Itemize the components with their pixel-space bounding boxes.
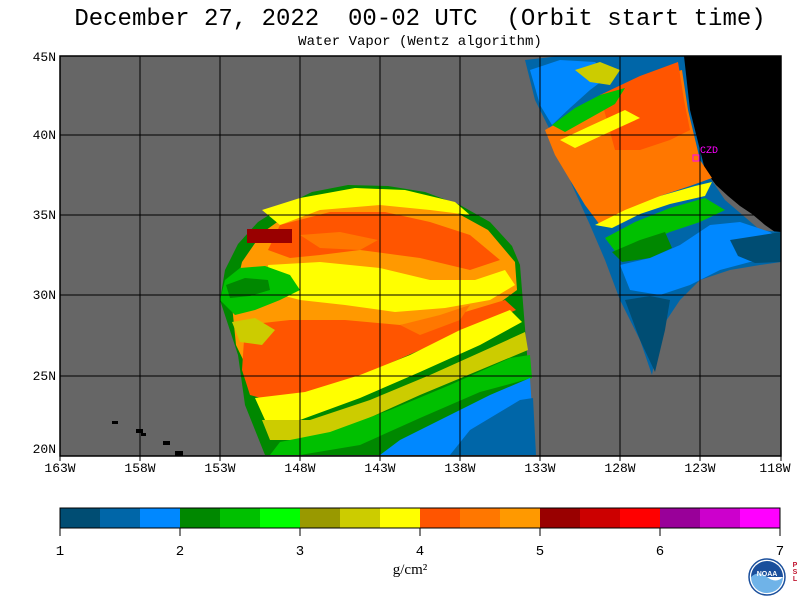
noaa-logo-text: NOAA (757, 571, 778, 578)
colorbar-swatch (460, 508, 501, 528)
colorbar-tick-label: 1 (55, 544, 65, 560)
colorbar-swatch (660, 508, 701, 528)
lon-label: 118W (759, 461, 791, 476)
colorbar-swatch (100, 508, 141, 528)
colorbar-swatch (220, 508, 261, 528)
colorbar (60, 508, 781, 528)
colorbar-tick-label: 6 (655, 544, 665, 560)
lat-label: 20N (32, 442, 56, 457)
lon-label: 128W (604, 461, 636, 476)
lat-label: 35N (32, 208, 56, 223)
colorbar-swatch (60, 508, 101, 528)
lat-label: 40N (32, 128, 56, 143)
colorbar-swatch (700, 508, 741, 528)
lat-label: 45N (32, 50, 56, 65)
colorbar-tick-label: 7 (775, 544, 785, 560)
lon-label: 138W (444, 461, 476, 476)
colorbar-swatch (740, 508, 781, 528)
colorbar-swatch (380, 508, 421, 528)
colorbar-swatch (260, 508, 301, 528)
colorbar-swatch (500, 508, 541, 528)
lon-label: 163W (44, 461, 76, 476)
station-label: CZD (700, 146, 719, 157)
max-vapor-patch (247, 229, 292, 243)
lon-label: 133W (524, 461, 556, 476)
lon-label: 123W (684, 461, 716, 476)
station-marker (692, 154, 700, 162)
colorbar-tick-label: 4 (415, 544, 425, 560)
colorbar-swatch (580, 508, 621, 528)
map-title: December 27, 2022 00-02 UTC (Orbit start… (74, 6, 766, 33)
lon-label: 153W (204, 461, 236, 476)
colorbar-swatch (540, 508, 581, 528)
land-mass (682, 56, 781, 232)
lon-ticks (59, 456, 782, 461)
lon-label: 143W (364, 461, 396, 476)
lon-label: 148W (284, 461, 316, 476)
colorbar-tick-label: 3 (295, 544, 305, 560)
noaa-logo: NOAA (748, 558, 786, 596)
colorbar-swatch (620, 508, 661, 528)
colorbar-swatch (420, 508, 461, 528)
hawaiian-islands (112, 421, 183, 456)
colorbar-swatch (340, 508, 381, 528)
colorbar-swatch (140, 508, 181, 528)
colorbar-units: g/cm² (392, 562, 428, 578)
lat-label: 30N (32, 288, 56, 303)
lon-label: 158W (124, 461, 156, 476)
colorbar-tick-label: 2 (175, 544, 185, 560)
map-border (59, 55, 782, 457)
lat-label: 25N (32, 369, 56, 384)
graticule (60, 56, 781, 456)
map-subtitle: Water Vapor (Wentz algorithm) (298, 34, 542, 50)
colorbar-ticks (59, 528, 781, 536)
map-area (60, 56, 781, 456)
west-swath (220, 185, 536, 455)
colorbar-tick-label: 5 (535, 544, 545, 560)
colorbar-swatch (300, 508, 341, 528)
colorbar-swatch (180, 508, 221, 528)
